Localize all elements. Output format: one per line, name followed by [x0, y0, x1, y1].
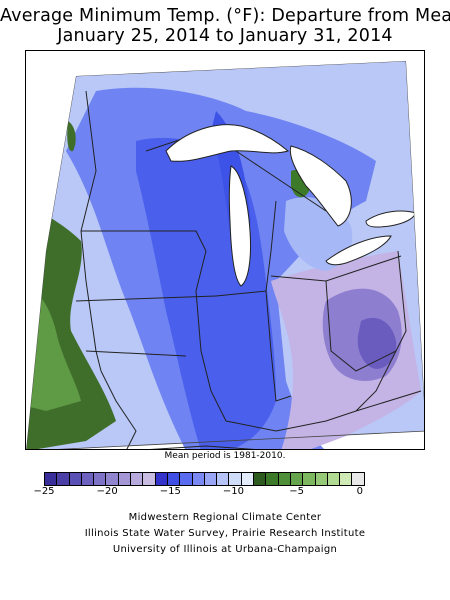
legend-swatch: [180, 473, 193, 485]
legend-swatch: [45, 473, 58, 485]
outside-domain-mask: [26, 51, 424, 449]
legend-swatch: [167, 473, 181, 485]
credit-line-3: University of Illinois at Urbana-Champai…: [112, 544, 338, 555]
legend-swatch: [266, 473, 279, 485]
temperature-departure-map: [26, 51, 424, 449]
legend-swatch: [106, 473, 119, 485]
legend-tick-label: −20: [96, 486, 118, 497]
legend-swatch: [340, 473, 353, 485]
legend-swatch: [192, 473, 205, 485]
legend-tick-label: −15: [159, 486, 181, 497]
legend-swatch: [327, 473, 341, 485]
legend-tick-label: −5: [289, 486, 304, 497]
legend-swatch: [315, 473, 328, 485]
legend-colorbar: [44, 472, 365, 486]
legend-swatch: [290, 473, 304, 485]
legend-swatch: [69, 473, 82, 485]
legend-swatch: [204, 473, 218, 485]
legend-swatch: [217, 473, 230, 485]
legend-swatch: [303, 473, 316, 485]
lake-ontario: [365, 210, 417, 228]
legend-tick-label: 0: [356, 486, 363, 497]
legend-swatch: [155, 473, 168, 485]
lake-superior: [165, 124, 290, 162]
legend-tick-label: −25: [33, 486, 55, 497]
legend-swatch: [278, 473, 291, 485]
shade-green-northwest: [67, 121, 76, 152]
legend-tick-label: −10: [222, 486, 245, 497]
great-lakes: [165, 124, 417, 287]
legend-swatch: [352, 473, 365, 485]
mean-period-note: Mean period is 1981-2010.: [164, 451, 286, 461]
legend-swatch: [131, 473, 144, 485]
legend-swatch: [94, 473, 107, 485]
title-line-1: Average Minimum Temp. (°F): Departure fr…: [0, 6, 450, 26]
legend-swatch: [57, 473, 70, 485]
lake-michigan: [228, 165, 251, 287]
credits: Midwestern Regional Climate Center Illin…: [0, 510, 450, 558]
credit-line-1: Midwestern Regional Climate Center: [128, 512, 322, 523]
lake-huron: [289, 145, 352, 227]
lake-erie: [325, 235, 392, 266]
legend-swatch: [241, 473, 255, 485]
legend-swatch: [254, 473, 267, 485]
legend-swatch: [81, 473, 95, 485]
map-panel: [25, 50, 425, 450]
map-title: Average Minimum Temp. (°F): Departure fr…: [0, 6, 450, 46]
legend-swatch: [118, 473, 132, 485]
legend-swatch: [143, 473, 156, 485]
legend-swatch: [229, 473, 242, 485]
title-line-2: January 25, 2014 to January 31, 2014: [57, 26, 393, 46]
credit-line-2: Illinois State Water Survey, Prairie Res…: [84, 528, 366, 539]
